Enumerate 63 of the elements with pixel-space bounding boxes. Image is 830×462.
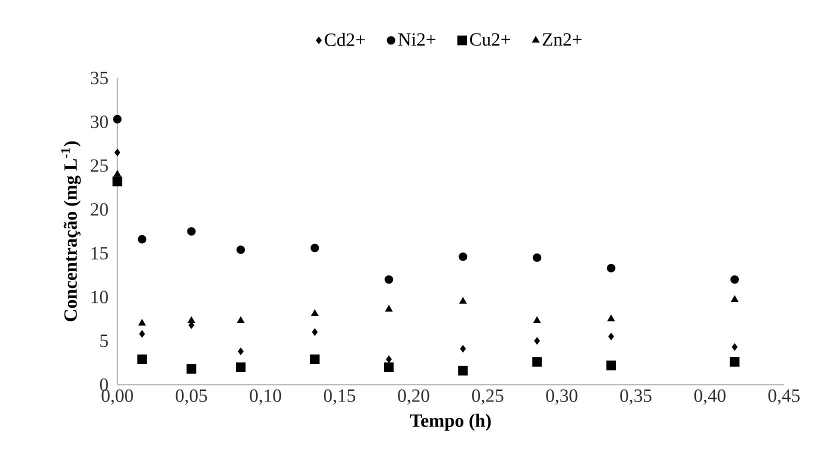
point — [311, 309, 319, 316]
y-tick-label: 15 — [92, 246, 108, 260]
x-tick-label: 0,45 — [768, 389, 800, 405]
point — [188, 316, 196, 323]
point — [237, 316, 244, 323]
x-tick-label: 0,40 — [694, 389, 726, 405]
point — [730, 295, 738, 302]
point — [730, 357, 740, 367]
y-tick-label: 20 — [90, 203, 108, 216]
y-axis-title: Concentração (mg L$^{-1}$) — [61, 141, 81, 322]
legend-label: Ni2+ — [398, 33, 436, 46]
point — [607, 314, 615, 322]
y-tick-label: 0 — [100, 378, 108, 391]
point — [458, 252, 468, 262]
legend-label: Zn2+ — [542, 33, 582, 46]
x-tick-label: 0,15 — [324, 389, 356, 405]
x-tick-label: 0,35 — [620, 389, 652, 405]
point — [186, 364, 196, 374]
point — [532, 253, 542, 262]
y-tick-label: 10 — [92, 290, 108, 304]
y-tick-label: 30 — [90, 116, 108, 128]
x-tick-label: 0,25 — [472, 389, 504, 405]
point — [606, 360, 616, 370]
point — [112, 176, 122, 186]
point — [139, 330, 145, 338]
point — [730, 275, 739, 284]
x-tick-label: 0,05 — [176, 389, 208, 405]
point — [310, 354, 320, 364]
point — [114, 170, 122, 177]
legend-label: Cd2+ — [324, 32, 365, 46]
point — [458, 366, 468, 376]
point — [114, 148, 120, 156]
x-tick-label: 0,30 — [546, 389, 578, 405]
point — [459, 297, 467, 304]
point — [732, 343, 738, 351]
point — [310, 244, 320, 252]
point — [532, 357, 542, 367]
point — [187, 227, 196, 236]
x-axis-title: Tempo (h) — [410, 414, 491, 431]
point — [534, 337, 540, 345]
point — [606, 264, 616, 272]
y-tick-label: 35 — [90, 72, 108, 84]
point — [608, 332, 614, 340]
point — [113, 114, 122, 124]
point — [460, 345, 466, 352]
x-tick-label: 0,10 — [250, 389, 282, 405]
point — [236, 362, 246, 372]
point — [384, 275, 394, 284]
point — [385, 305, 393, 312]
x-tick-label: 0,20 — [398, 389, 430, 405]
y-tick-label: 5 — [100, 334, 108, 348]
point — [138, 319, 146, 326]
point — [533, 316, 541, 323]
point — [238, 348, 244, 356]
point — [236, 245, 246, 254]
y-tick-label: 25 — [90, 159, 108, 172]
x-tick-label: 0,00 — [102, 389, 133, 405]
legend-label: Cu2+ — [470, 33, 510, 46]
point — [137, 354, 147, 364]
point — [384, 362, 394, 372]
point — [312, 328, 318, 336]
point — [138, 234, 146, 244]
point — [386, 356, 392, 363]
